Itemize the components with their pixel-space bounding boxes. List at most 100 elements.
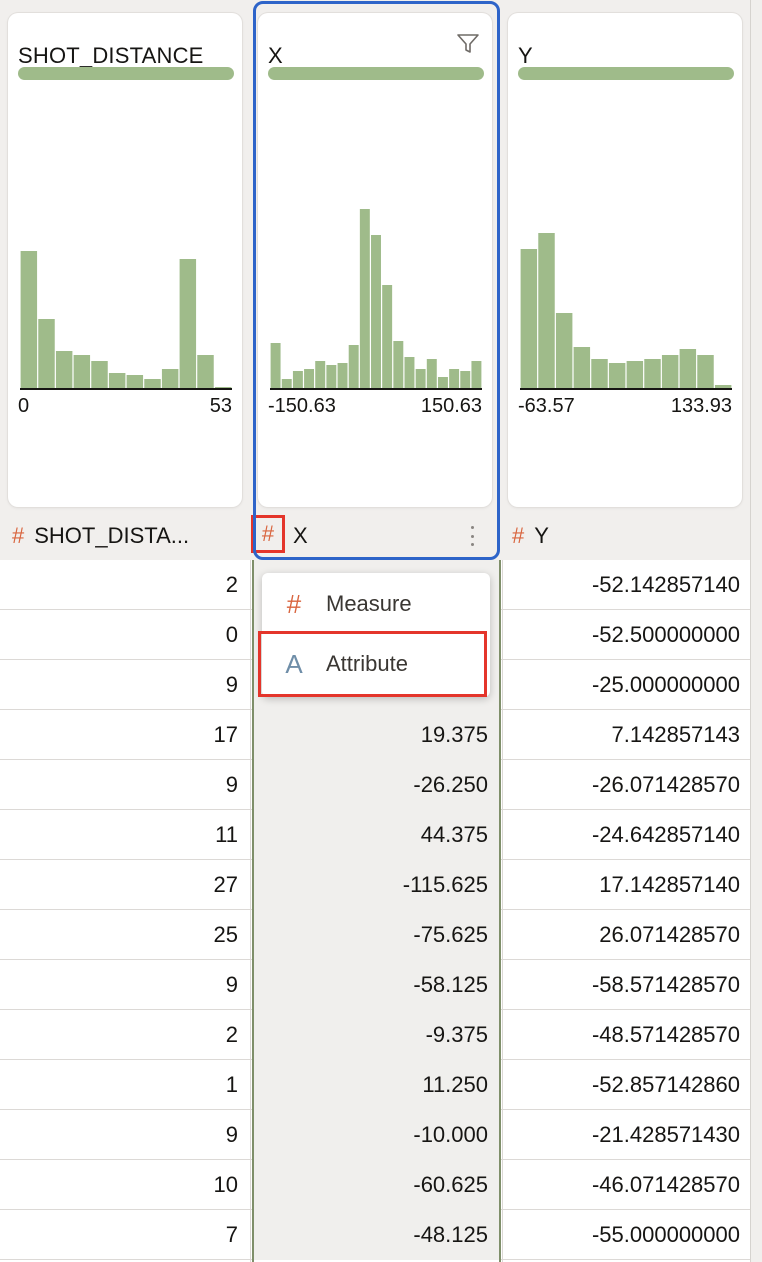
column-type-menu: # Measure A Attribute [262, 573, 490, 697]
histogram-bar [697, 355, 714, 389]
table-row: 1 11.250 -52.857142860 [0, 1060, 762, 1110]
histogram-bar [538, 233, 555, 389]
table-cell[interactable]: 44.375 [252, 810, 500, 860]
table-cell[interactable]: 0 [225, 622, 238, 647]
table-cell[interactable]: 7 [225, 1222, 238, 1247]
menu-item-measure[interactable]: # Measure [262, 575, 490, 633]
table-cell[interactable]: 25 [213, 922, 238, 947]
table-cell[interactable]: -75.625 [252, 910, 500, 960]
table-cell[interactable]: 11 [215, 822, 238, 847]
table-cell[interactable]: 9 [225, 972, 238, 997]
table-cell[interactable]: 7.142857143 [611, 722, 740, 747]
histogram-bar [555, 313, 573, 389]
table-cell[interactable]: 2 [225, 572, 238, 597]
table-cell[interactable]: 26.071428570 [599, 922, 740, 947]
table-cell[interactable]: -25.000000000 [591, 672, 740, 697]
card-title: X [268, 43, 283, 68]
table-cell[interactable]: 9 [225, 672, 238, 697]
column-header-label: SHOT_DISTA... [34, 523, 190, 548]
table-row: 11 44.375 -24.642857140 [0, 810, 762, 860]
table-cell[interactable]: -26.071428570 [591, 772, 740, 797]
table-cell[interactable]: 27 [213, 872, 238, 897]
table-cell[interactable]: 17.142857140 [599, 872, 740, 897]
histogram-bar [415, 369, 426, 389]
table-cell[interactable]: 11.250 [252, 1060, 500, 1110]
histogram-bar [591, 359, 608, 389]
table-cell[interactable]: -21.428571430 [591, 1122, 740, 1147]
histogram-chart [270, 209, 482, 390]
table-cell[interactable]: -52.500000000 [591, 622, 740, 647]
table-row: 9 -10.000 -21.428571430 [0, 1110, 762, 1160]
table-cell[interactable]: -55.000000000 [591, 1222, 740, 1247]
table-cell[interactable]: 9 [225, 772, 238, 797]
histogram-bar [644, 359, 661, 389]
histogram-bar [449, 369, 460, 389]
histogram-bar [573, 347, 591, 389]
axis-min-label: -150.63 [268, 395, 336, 417]
histogram-bar [73, 355, 91, 389]
selected-column-edge [252, 560, 254, 1262]
table-cell[interactable]: 19.375 [252, 710, 500, 760]
filter-icon[interactable] [456, 33, 480, 55]
histogram-chart [20, 251, 232, 390]
profile-card-y[interactable]: Y -63.57 133.93 [508, 13, 742, 507]
more-options-icon[interactable] [466, 522, 478, 550]
histogram-bar [326, 365, 337, 389]
table-cell[interactable]: -9.375 [252, 1010, 500, 1060]
table-cell[interactable]: 9 [225, 1122, 238, 1147]
table-cell[interactable]: -48.571428570 [591, 1022, 740, 1047]
table-cell[interactable]: -48.125 [252, 1210, 500, 1260]
table-cell[interactable]: 1 [225, 1072, 238, 1097]
histogram-bar [55, 351, 73, 389]
number-type-icon: # [286, 588, 302, 619]
column-header-shot-distance[interactable]: # SHOT_DISTA... [12, 518, 189, 554]
axis-max-label: 133.93 [670, 395, 732, 417]
histogram-bar [626, 361, 644, 389]
table-cell[interactable]: -60.625 [252, 1160, 500, 1210]
table-cell[interactable]: -10.000 [252, 1110, 500, 1160]
table-cell[interactable]: -115.625 [252, 860, 500, 910]
menu-item-label: Measure [326, 591, 412, 616]
table-row: 2 -9.375 -48.571428570 [0, 1010, 762, 1060]
axis-max-label: 53 [209, 395, 232, 417]
table-cell[interactable]: 10 [213, 1172, 238, 1197]
histogram-bar [270, 343, 281, 389]
histogram-bar [337, 363, 348, 389]
profile-card-shot-distance[interactable]: SHOT_DISTANCE 0 53 [8, 13, 242, 507]
column-profile-area: SHOT_DISTANCE 0 53 X -150.63 150.63 Y -6… [0, 0, 762, 560]
profile-card-x[interactable]: X -150.63 150.63 [258, 13, 492, 507]
card-title: SHOT_DISTANCE [18, 43, 204, 68]
column-header-y[interactable]: # Y [512, 518, 549, 554]
histogram-bar [404, 357, 415, 389]
column-header-label: X [293, 523, 308, 548]
histogram-bar [20, 251, 38, 389]
histogram-bar [179, 259, 197, 389]
axis-min-label: 0 [18, 395, 30, 417]
histogram-bar [348, 345, 359, 389]
table-cell[interactable]: -58.571428570 [591, 972, 740, 997]
menu-item-attribute[interactable]: A Attribute [262, 635, 490, 693]
histogram-bar [38, 319, 55, 389]
type-icon-button[interactable]: # [251, 515, 285, 553]
histogram-bar [197, 355, 214, 389]
table-cell[interactable]: -24.642857140 [591, 822, 740, 847]
table-cell[interactable]: -52.857142860 [591, 1072, 740, 1097]
table-cell[interactable]: 17 [213, 722, 238, 747]
number-type-icon: # [512, 523, 525, 548]
table-cell[interactable]: -46.071428570 [591, 1172, 740, 1197]
histogram-bar [661, 355, 679, 389]
histogram-bar [426, 359, 437, 389]
axis-min-label: -63.57 [518, 395, 575, 417]
histogram-bar [108, 373, 126, 389]
table-cell[interactable]: -26.250 [252, 760, 500, 810]
column-divider [502, 560, 503, 1262]
quality-bar [268, 67, 484, 80]
table-cell[interactable]: -58.125 [252, 960, 500, 1010]
histogram-bar [126, 375, 144, 389]
histogram-bar [520, 249, 538, 389]
table-row: 9 -58.125 -58.571428570 [0, 960, 762, 1010]
table-cell[interactable]: -52.142857140 [591, 572, 740, 597]
number-type-icon: # [261, 521, 275, 546]
column-header-x[interactable]: X [293, 518, 308, 554]
table-cell[interactable]: 2 [225, 1022, 238, 1047]
